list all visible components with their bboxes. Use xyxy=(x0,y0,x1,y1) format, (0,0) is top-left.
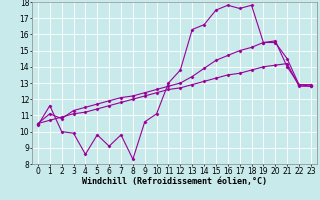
X-axis label: Windchill (Refroidissement éolien,°C): Windchill (Refroidissement éolien,°C) xyxy=(82,177,267,186)
